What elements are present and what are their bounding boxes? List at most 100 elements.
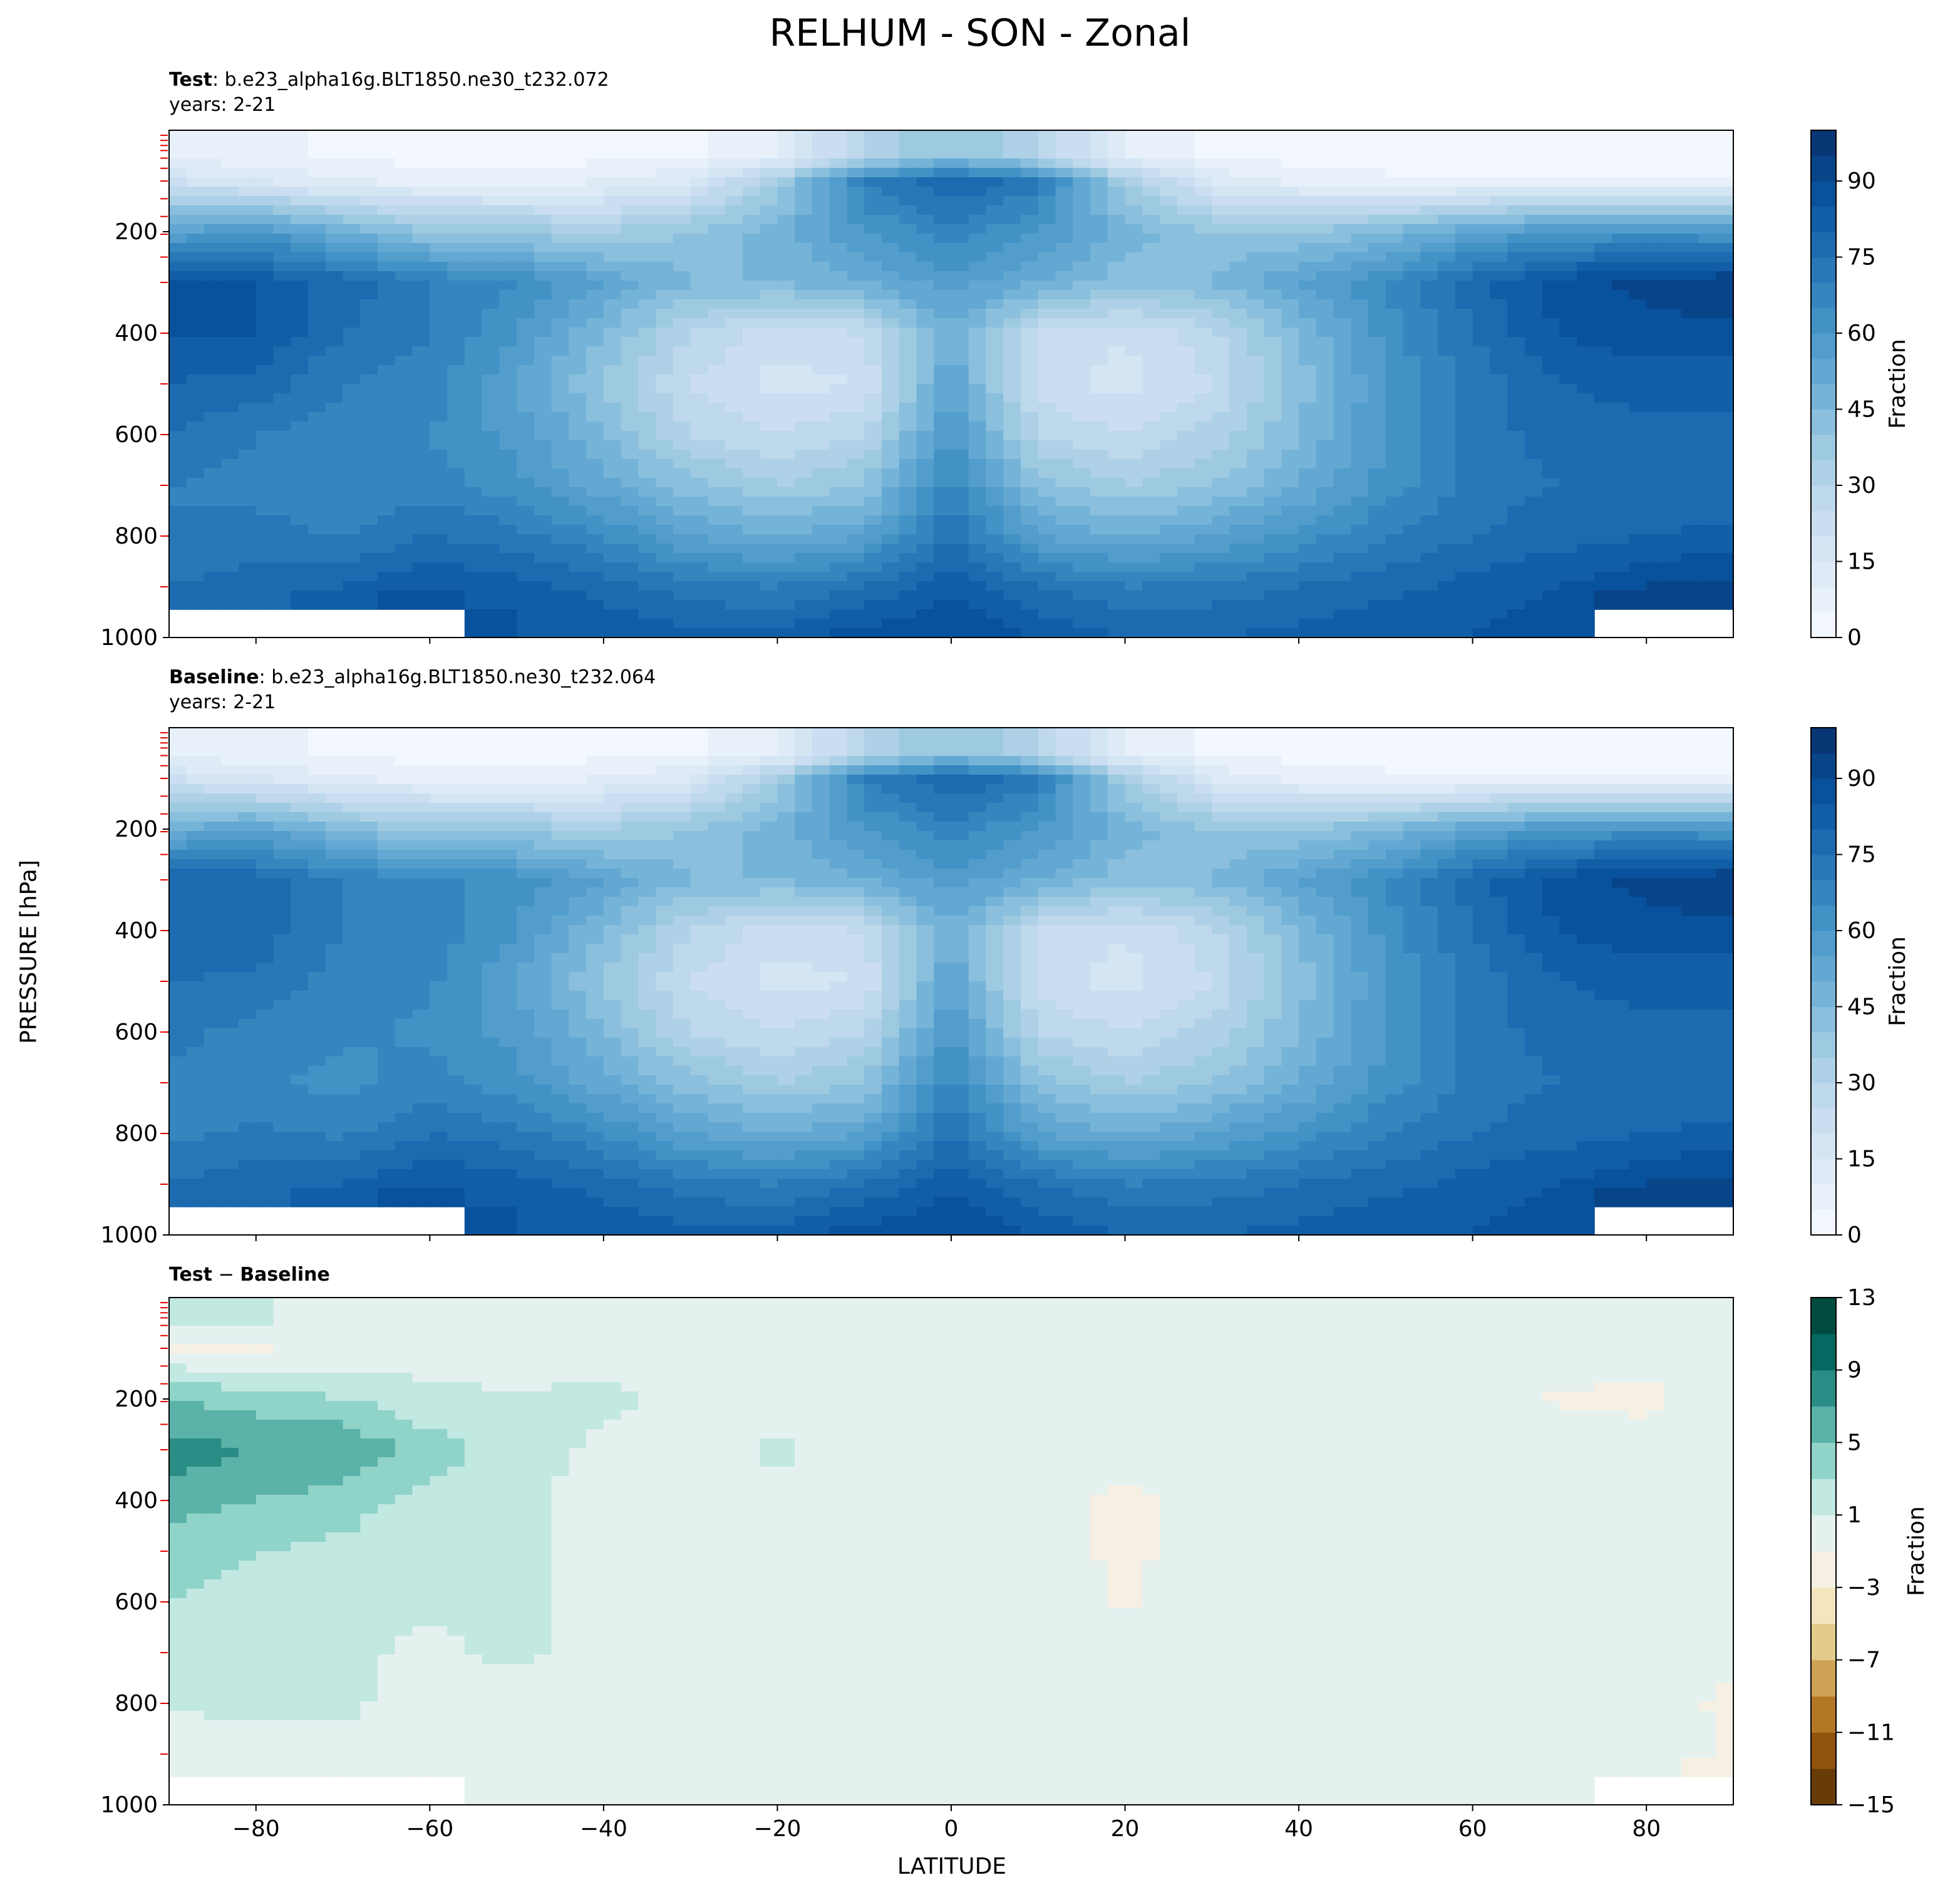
heatmap-cell bbox=[742, 215, 761, 225]
colorbar-swatch bbox=[1811, 181, 1836, 207]
heatmap-cell bbox=[916, 553, 935, 563]
heatmap-cell bbox=[569, 168, 587, 178]
heatmap-cell bbox=[1542, 149, 1560, 159]
heatmap-cell bbox=[204, 562, 222, 572]
heatmap-cell bbox=[482, 271, 500, 281]
heatmap-cell bbox=[1681, 299, 1700, 309]
heatmap-cell bbox=[1594, 403, 1612, 413]
heatmap-cell bbox=[1507, 205, 1525, 215]
heatmap-cell bbox=[1246, 224, 1265, 234]
heatmap-cell bbox=[673, 384, 691, 394]
heatmap-cell bbox=[777, 421, 795, 431]
heatmap-cell bbox=[864, 140, 882, 150]
heatmap-cell bbox=[1385, 215, 1404, 225]
heatmap-cell bbox=[864, 421, 882, 431]
heatmap-cell bbox=[1107, 177, 1126, 187]
heatmap-cell bbox=[1333, 337, 1352, 347]
heatmap-cell bbox=[1142, 421, 1160, 431]
heatmap-cell bbox=[690, 553, 709, 563]
heatmap-cell bbox=[412, 487, 431, 497]
heatmap-cell bbox=[1455, 440, 1473, 450]
heatmap-cell bbox=[864, 290, 882, 300]
heatmap-cell bbox=[1420, 440, 1438, 450]
heatmap-cell bbox=[1333, 243, 1352, 253]
heatmap-cell bbox=[534, 421, 552, 431]
heatmap-cell bbox=[708, 234, 726, 244]
heatmap-cell bbox=[673, 515, 691, 525]
heatmap-cell bbox=[1003, 600, 1021, 610]
heatmap-cell bbox=[1524, 374, 1543, 385]
heatmap-cell bbox=[1003, 205, 1021, 215]
heatmap-cell bbox=[291, 403, 309, 413]
heatmap-cell bbox=[812, 591, 830, 601]
heatmap-cell bbox=[186, 290, 205, 300]
heatmap-cell bbox=[621, 168, 639, 178]
heatmap-cell bbox=[673, 309, 691, 319]
heatmap-cell bbox=[1333, 365, 1352, 375]
heatmap-cell bbox=[656, 421, 674, 431]
heatmap-cell bbox=[1577, 365, 1595, 375]
heatmap-cell bbox=[255, 196, 274, 206]
heatmap-cell bbox=[255, 572, 274, 582]
heatmap-cell bbox=[1524, 149, 1543, 159]
heatmap-cell bbox=[291, 544, 309, 554]
heatmap-cell bbox=[1125, 318, 1143, 328]
heatmap-cell bbox=[1003, 290, 1021, 300]
heatmap-cell bbox=[517, 252, 535, 262]
heatmap-cell bbox=[412, 534, 431, 544]
heatmap-cell bbox=[1524, 384, 1543, 394]
heatmap-cell bbox=[1281, 468, 1299, 478]
heatmap-cell bbox=[795, 309, 813, 319]
heatmap-cell bbox=[690, 515, 709, 525]
heatmap-cell bbox=[412, 196, 431, 206]
heatmap-cell bbox=[1021, 393, 1039, 403]
heatmap-cell bbox=[621, 234, 639, 244]
heatmap-cell bbox=[1316, 187, 1334, 197]
heatmap-cell bbox=[464, 478, 483, 488]
heatmap-cell bbox=[656, 497, 674, 507]
heatmap-cell bbox=[1385, 534, 1404, 544]
heatmap-cell bbox=[308, 412, 326, 422]
heatmap-cell bbox=[517, 281, 535, 291]
heatmap-cell bbox=[1472, 728, 1491, 738]
heatmap-cell bbox=[690, 609, 709, 619]
heatmap-cell bbox=[777, 468, 795, 478]
heatmap-cell bbox=[1403, 356, 1421, 366]
heatmap-cell bbox=[1194, 440, 1213, 450]
heatmap-cell bbox=[378, 318, 396, 328]
heatmap-cell bbox=[586, 421, 604, 431]
heatmap-cell bbox=[934, 215, 952, 225]
heatmap-cell bbox=[621, 328, 639, 338]
heatmap-cell bbox=[273, 431, 292, 441]
heatmap-cell bbox=[551, 393, 570, 403]
colorbar-tick-label: 15 bbox=[1847, 549, 1876, 575]
heatmap-cell bbox=[673, 544, 691, 554]
heatmap-cell bbox=[1646, 149, 1664, 159]
heatmap-cell bbox=[1472, 309, 1491, 319]
heatmap-cell bbox=[1594, 431, 1612, 441]
heatmap-cell bbox=[499, 591, 517, 601]
heatmap-cell bbox=[1142, 544, 1160, 554]
heatmap-cell bbox=[725, 234, 743, 244]
heatmap-cell bbox=[1142, 337, 1160, 347]
heatmap-cell bbox=[1698, 581, 1717, 591]
heatmap-cell bbox=[239, 215, 257, 225]
heatmap-cell bbox=[534, 346, 552, 356]
heatmap-cell bbox=[847, 149, 865, 159]
heatmap-cell bbox=[690, 149, 709, 159]
heatmap-cell bbox=[360, 149, 378, 159]
heatmap-cell bbox=[1073, 215, 1091, 225]
heatmap-cell bbox=[899, 168, 917, 178]
heatmap-cell bbox=[569, 252, 587, 262]
heatmap-cell bbox=[1385, 130, 1404, 140]
heatmap-cell bbox=[1142, 487, 1160, 497]
heatmap-cell bbox=[1490, 234, 1508, 244]
heatmap-cell bbox=[482, 337, 500, 347]
heatmap-cell bbox=[1351, 468, 1369, 478]
heatmap-cell bbox=[795, 196, 813, 206]
heatmap-cell bbox=[795, 290, 813, 300]
heatmap-cell bbox=[1160, 506, 1178, 516]
heatmap-cell bbox=[551, 374, 570, 385]
heatmap-cell bbox=[968, 271, 987, 281]
heatmap-cell bbox=[1142, 177, 1160, 187]
